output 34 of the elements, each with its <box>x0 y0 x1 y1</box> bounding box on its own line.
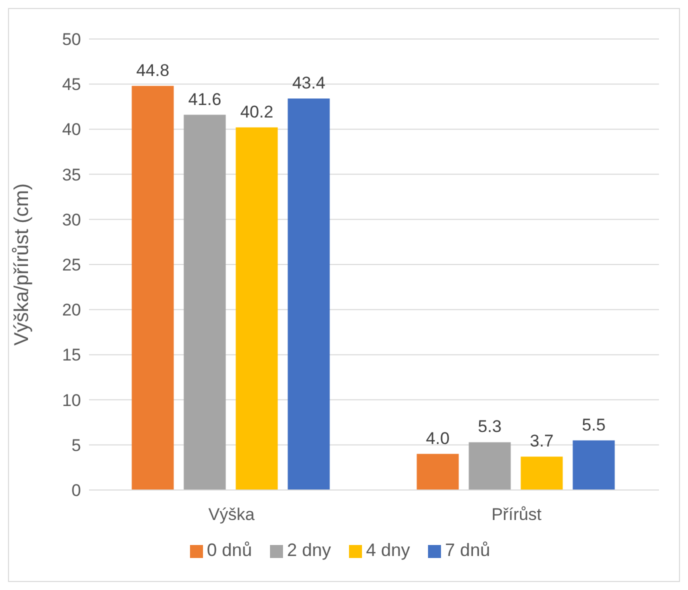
x-tick-label: Přírůst <box>491 505 542 524</box>
data-label: 41.6 <box>188 90 222 109</box>
y-axis-title: Výška/přírůst (cm) <box>11 183 34 346</box>
bar <box>236 127 278 490</box>
bar <box>416 454 459 490</box>
data-label: 5.3 <box>478 417 502 436</box>
legend-label: 4 dny <box>366 540 410 560</box>
data-label: 3.7 <box>530 432 554 451</box>
bar <box>572 440 615 490</box>
y-tick-label: 30 <box>62 210 81 230</box>
data-label: 40.2 <box>240 102 274 122</box>
bar <box>288 98 330 490</box>
legend-label: 7 dnů <box>445 540 490 560</box>
bar <box>520 456 563 490</box>
data-label: 44.8 <box>136 60 170 80</box>
bar <box>468 442 511 490</box>
legend-label: 0 dnů <box>206 540 252 560</box>
y-tick-label: 35 <box>62 165 81 184</box>
y-tick-label: 15 <box>62 346 81 365</box>
legend-label: 2 dny <box>286 540 331 560</box>
y-tick-label: 45 <box>62 75 81 94</box>
y-tick-label: 5 <box>72 436 81 455</box>
y-tick-label: 20 <box>62 300 81 320</box>
data-label: 43.4 <box>292 74 326 93</box>
x-tick-label: Výška <box>208 505 256 524</box>
y-tick-label: 40 <box>62 120 81 140</box>
y-tick-label: 0 <box>72 481 81 500</box>
y-tick-label: 25 <box>62 256 81 275</box>
bar <box>184 114 226 490</box>
y-tick-label: 50 <box>62 30 81 50</box>
data-label: 4.0 <box>426 428 450 448</box>
y-tick-label: 10 <box>62 390 81 410</box>
bar <box>132 86 174 490</box>
data-label: 5.5 <box>582 415 606 434</box>
